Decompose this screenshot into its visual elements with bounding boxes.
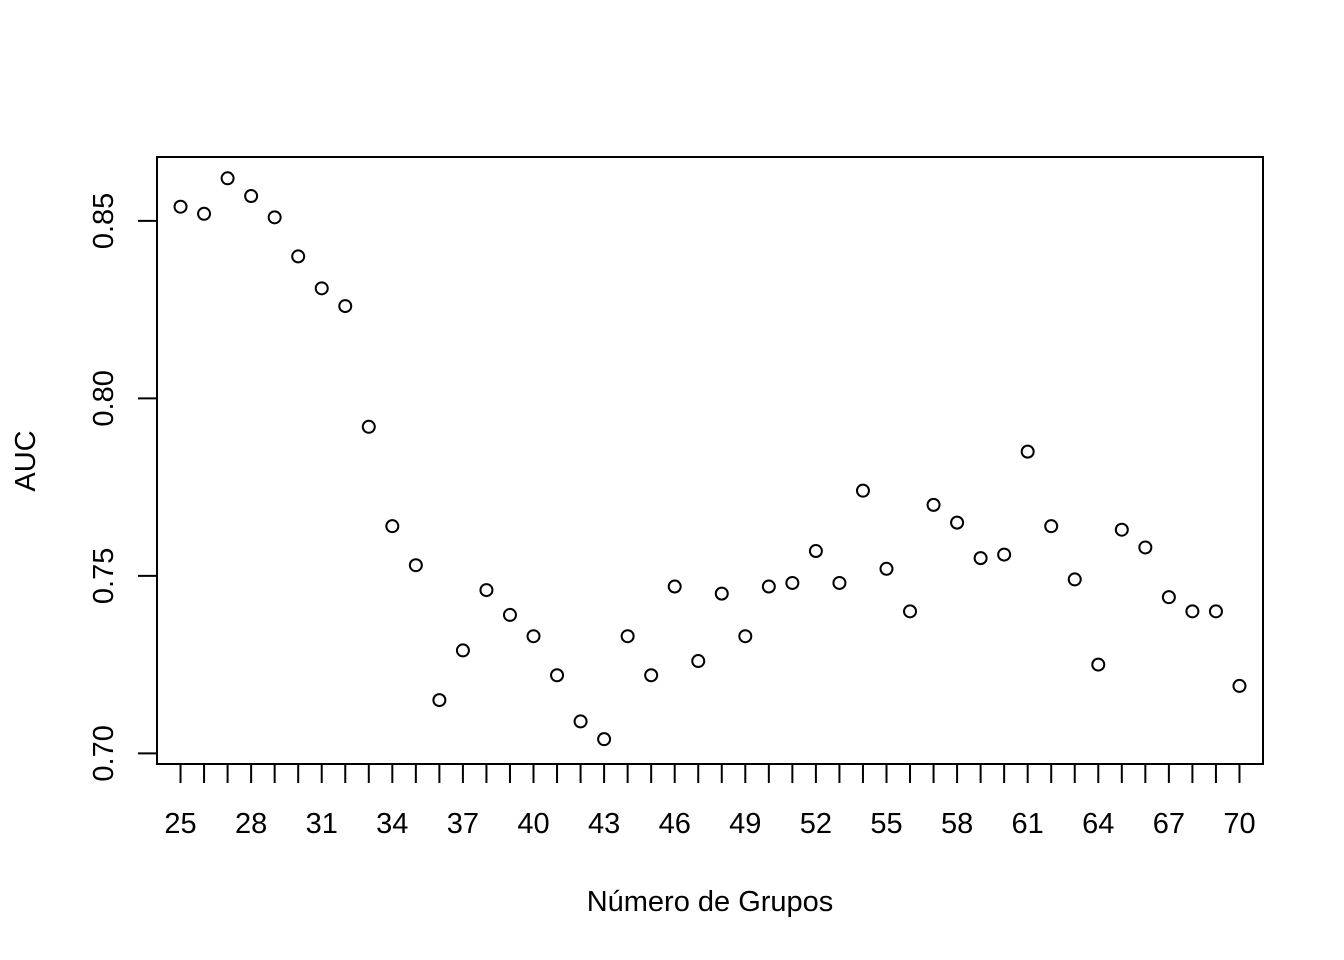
data-point	[808, 544, 823, 559]
data-point	[855, 483, 870, 498]
data-point	[267, 210, 282, 225]
x-tick-label: 64	[1082, 808, 1114, 840]
data-point	[903, 604, 918, 619]
data-point	[879, 561, 894, 576]
data-point	[997, 547, 1012, 562]
data-point	[1138, 540, 1153, 555]
data-point	[1208, 604, 1223, 619]
data-point	[1044, 519, 1059, 534]
x-tick-label: 34	[376, 808, 408, 840]
data-point	[1114, 522, 1129, 537]
data-point	[926, 497, 941, 512]
data-point	[220, 171, 235, 186]
data-point	[950, 515, 965, 530]
data-point	[197, 206, 212, 221]
x-tick-label: 67	[1153, 808, 1185, 840]
x-tick-label: 49	[729, 808, 761, 840]
data-point	[714, 586, 729, 601]
data-point	[526, 629, 541, 644]
data-point	[361, 419, 376, 434]
data-point	[385, 519, 400, 534]
data-point	[761, 579, 776, 594]
data-point	[973, 551, 988, 566]
data-point	[620, 629, 635, 644]
x-tick-label: 52	[800, 808, 832, 840]
data-point	[244, 189, 259, 204]
x-tick-label: 40	[517, 808, 549, 840]
data-point	[738, 629, 753, 644]
x-tick-label: 28	[235, 808, 267, 840]
x-axis: 25 28 31 34 37 40 43 46 49 52 55 58 61 64 67 70	[164, 763, 1256, 840]
y-axis-title: AUC	[10, 430, 42, 491]
data-point	[455, 643, 470, 658]
x-tick-label: 43	[588, 808, 620, 840]
data-point	[338, 299, 353, 314]
data-point	[667, 579, 682, 594]
data-point	[1185, 604, 1200, 619]
data-point	[1020, 444, 1035, 459]
data-point	[573, 714, 588, 729]
x-tick-label: 70	[1223, 808, 1255, 840]
x-tick-label: 31	[306, 808, 338, 840]
data-point	[550, 668, 565, 683]
x-tick-label: 61	[1012, 808, 1044, 840]
data-point	[832, 575, 847, 590]
y-tick-label: 0.80	[88, 370, 120, 426]
data-point	[1232, 678, 1247, 693]
y-tick-label: 0.85	[88, 193, 120, 249]
data-point	[502, 607, 517, 622]
data-point	[1161, 590, 1176, 605]
data-point	[173, 199, 188, 214]
data-point	[408, 558, 423, 573]
data-point	[785, 575, 800, 590]
x-tick-label: 25	[164, 808, 196, 840]
x-tick-label: 46	[659, 808, 691, 840]
data-point	[314, 281, 329, 296]
data-point	[691, 654, 706, 669]
y-axis: 0.70 0.75 0.80 0.85	[88, 193, 158, 782]
x-axis-title: Número de Grupos	[587, 886, 834, 918]
y-tick-label: 0.75	[88, 548, 120, 604]
plot-frame	[156, 156, 1264, 765]
data-point	[432, 693, 447, 708]
data-point	[1091, 657, 1106, 672]
data-point	[479, 583, 494, 598]
data-point	[291, 249, 306, 264]
data-point	[1067, 572, 1082, 587]
y-tick-label: 0.70	[88, 725, 120, 781]
x-tick-label: 55	[870, 808, 902, 840]
x-tick-label: 37	[447, 808, 479, 840]
data-point	[597, 732, 612, 747]
x-tick-label: 58	[941, 808, 973, 840]
data-point	[644, 668, 659, 683]
data-points	[173, 171, 1247, 747]
